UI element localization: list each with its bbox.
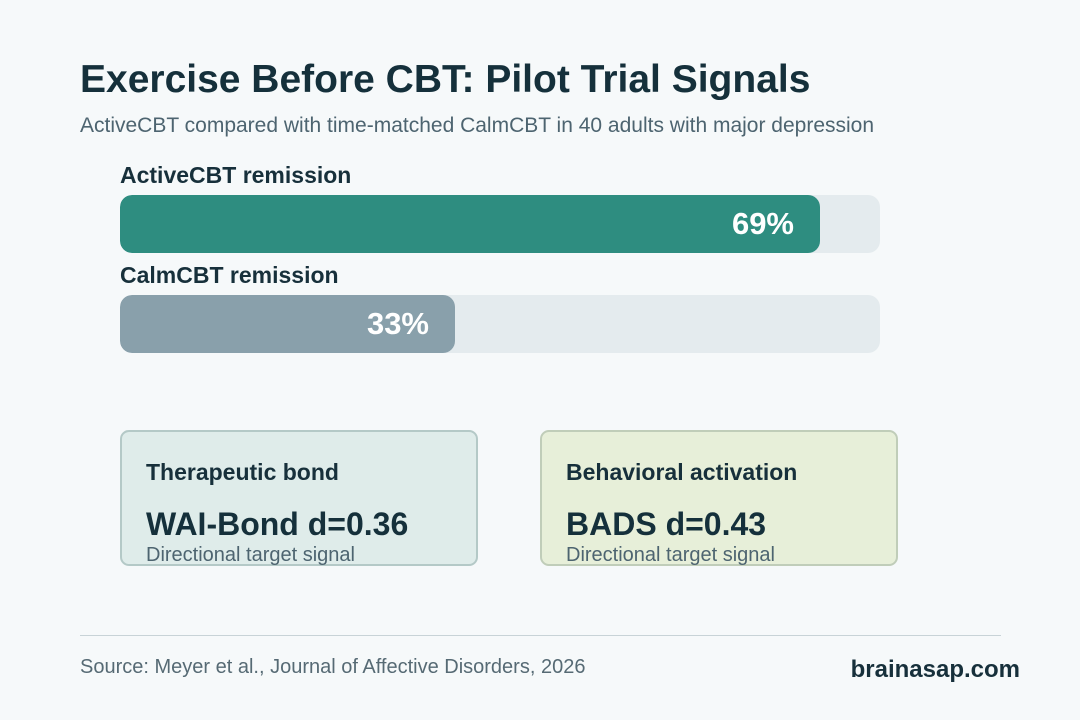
card-behavioral-activation: Behavioral activation BADS d=0.43 Direct…: [540, 430, 898, 566]
bar-track-calmcbt: 33%: [120, 295, 880, 353]
brand-link[interactable]: brainasap.com: [850, 656, 1020, 683]
bar-value-activecbt: 69%: [731, 206, 794, 241]
footer-divider: [80, 635, 1001, 636]
chart-title: Exercise Before CBT: Pilot Trial Signals: [80, 58, 811, 101]
source-note: Source: Meyer et al., Journal of Affecti…: [80, 656, 586, 678]
card-metric: WAI-Bond d=0.36: [146, 506, 409, 542]
bar-activecbt: [120, 195, 820, 253]
card-metric: BADS d=0.43: [566, 506, 767, 542]
bar-value-calmcbt: 33%: [366, 306, 429, 341]
card-therapeutic-bond: Therapeutic bond WAI-Bond d=0.36 Directi…: [120, 430, 478, 566]
card-heading: Therapeutic bond: [146, 459, 339, 485]
bar-label-calmcbt: CalmCBT remission: [120, 262, 339, 288]
bar-label-activecbt: ActiveCBT remission: [120, 162, 352, 188]
card-heading: Behavioral activation: [566, 459, 798, 485]
bar-calmcbt: [120, 295, 455, 353]
bar-track-activecbt: 69%: [120, 195, 880, 253]
card-note: Directional target signal: [146, 544, 355, 566]
chart-subtitle: ActiveCBT compared with time-matched Cal…: [80, 114, 875, 137]
card-note: Directional target signal: [566, 544, 775, 566]
